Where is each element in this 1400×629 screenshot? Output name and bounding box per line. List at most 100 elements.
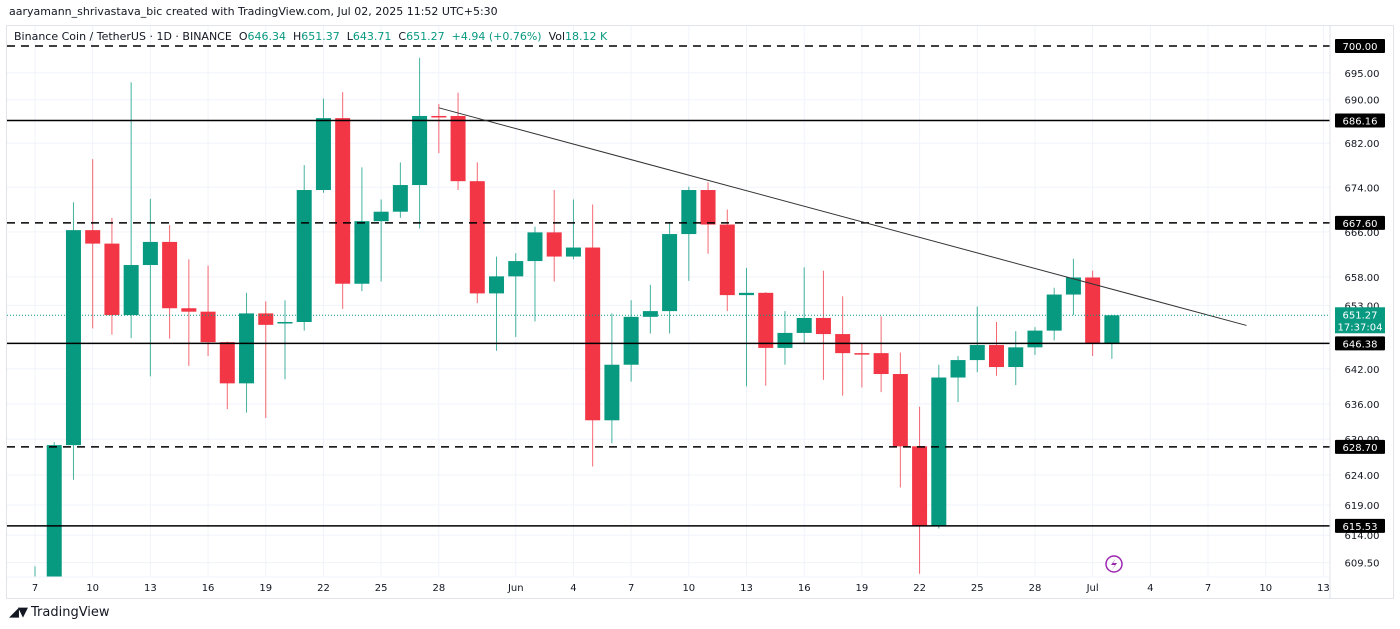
- last-price-badge: [1335, 307, 1385, 334]
- candle: [604, 313, 620, 444]
- candle: [662, 222, 678, 334]
- candle-body: [700, 190, 716, 225]
- chart-credit: aaryamann_shrivastava_bic created with T…: [9, 5, 498, 18]
- candle-body: [815, 317, 831, 335]
- tradingview-logo-icon: ◢▼: [9, 605, 28, 620]
- lightning-icon[interactable]: [1105, 555, 1123, 573]
- close-value: 651.27: [406, 30, 445, 43]
- candle: [777, 311, 793, 365]
- candle-body: [662, 234, 678, 312]
- level-price-badge: [1335, 439, 1385, 454]
- candle: [392, 162, 408, 218]
- level-price-badge: [1335, 336, 1385, 351]
- candle: [835, 296, 851, 396]
- candle: [162, 225, 178, 339]
- candle: [989, 321, 1004, 376]
- candle-body: [739, 292, 755, 296]
- candle: [796, 267, 812, 344]
- candle: [527, 226, 543, 322]
- candle-body: [1027, 330, 1043, 348]
- candle-body: [546, 232, 562, 257]
- candle: [1104, 314, 1120, 359]
- price-tick-label: 624.00: [1345, 471, 1380, 482]
- candle-body: [296, 190, 312, 322]
- time-tick-label: 16: [202, 583, 215, 594]
- candle: [950, 356, 966, 403]
- candle-body: [796, 317, 812, 333]
- candle-body: [931, 377, 947, 527]
- candle: [142, 198, 158, 377]
- candle-body: [450, 115, 466, 182]
- candle-body: [912, 446, 928, 527]
- candle-body: [892, 374, 908, 447]
- time-tick-label: 28: [432, 583, 445, 594]
- time-tick-label: 22: [317, 583, 330, 594]
- candle: [681, 186, 697, 281]
- time-tick-label: 19: [856, 583, 869, 594]
- candle: [815, 270, 831, 380]
- candle-body: [200, 311, 216, 343]
- candle-body: [258, 313, 274, 325]
- candle-body: [758, 292, 774, 348]
- candle-body: [142, 241, 158, 266]
- symbol-name[interactable]: Binance Coin / TetherUS · 1D · BINANCE: [14, 30, 232, 43]
- candle: [315, 98, 331, 193]
- candle-body: [239, 313, 255, 384]
- candle: [585, 204, 601, 467]
- candle: [854, 343, 870, 388]
- time-tick-label: 7: [1205, 583, 1211, 594]
- candle-body: [46, 445, 62, 577]
- chart-panel[interactable]: [6, 25, 1394, 599]
- candle-body: [104, 243, 120, 316]
- level-price-badge: [1335, 518, 1385, 533]
- candle-body: [1065, 277, 1081, 295]
- candle: [489, 256, 505, 351]
- level-price-badge: [1335, 39, 1385, 53]
- candle-body: [565, 247, 581, 257]
- time-tick-label: 7: [32, 583, 38, 594]
- time-tick-label: 13: [740, 583, 753, 594]
- time-tick-label: 4: [1147, 583, 1153, 594]
- candle-body: [989, 345, 1004, 368]
- candle: [104, 217, 120, 335]
- candle-body: [315, 118, 331, 191]
- candle: [431, 104, 447, 154]
- candle: [354, 167, 370, 292]
- candle: [1046, 287, 1062, 341]
- candle-body: [277, 321, 293, 324]
- candle-body: [1046, 294, 1062, 331]
- close-label: C: [398, 30, 407, 43]
- candle-body: [181, 308, 197, 312]
- candle-body: [1008, 347, 1024, 368]
- candle-body: [469, 181, 485, 294]
- candle-body: [1104, 315, 1120, 344]
- candle: [912, 406, 928, 574]
- candle: [719, 209, 735, 312]
- candle: [296, 165, 312, 331]
- time-tick-label: Jul: [1086, 583, 1099, 594]
- time-tick-label: 25: [971, 583, 984, 594]
- time-tick-label: 7: [628, 583, 634, 594]
- candle-body: [392, 185, 408, 212]
- candle: [700, 182, 716, 254]
- low-label: L: [346, 30, 353, 43]
- candle-body: [162, 241, 178, 309]
- tradingview-footer: ◢▼ TradingView: [9, 605, 110, 620]
- candle-body: [335, 118, 351, 284]
- candle-body: [527, 232, 543, 262]
- price-tick-label: 690.00: [1345, 96, 1380, 107]
- candle: [642, 284, 658, 334]
- candle: [565, 199, 581, 260]
- level-price-badge: [1335, 113, 1385, 128]
- candle: [277, 300, 293, 380]
- time-tick-label: Jun: [507, 583, 524, 594]
- candle-body: [681, 190, 697, 235]
- candle: [873, 316, 889, 393]
- candle: [892, 352, 908, 488]
- time-tick-label: 10: [682, 583, 695, 594]
- candle-body: [623, 316, 639, 365]
- candle: [335, 92, 351, 309]
- time-tick-label: 28: [1029, 583, 1042, 594]
- price-tick-label: 695.00: [1345, 69, 1380, 80]
